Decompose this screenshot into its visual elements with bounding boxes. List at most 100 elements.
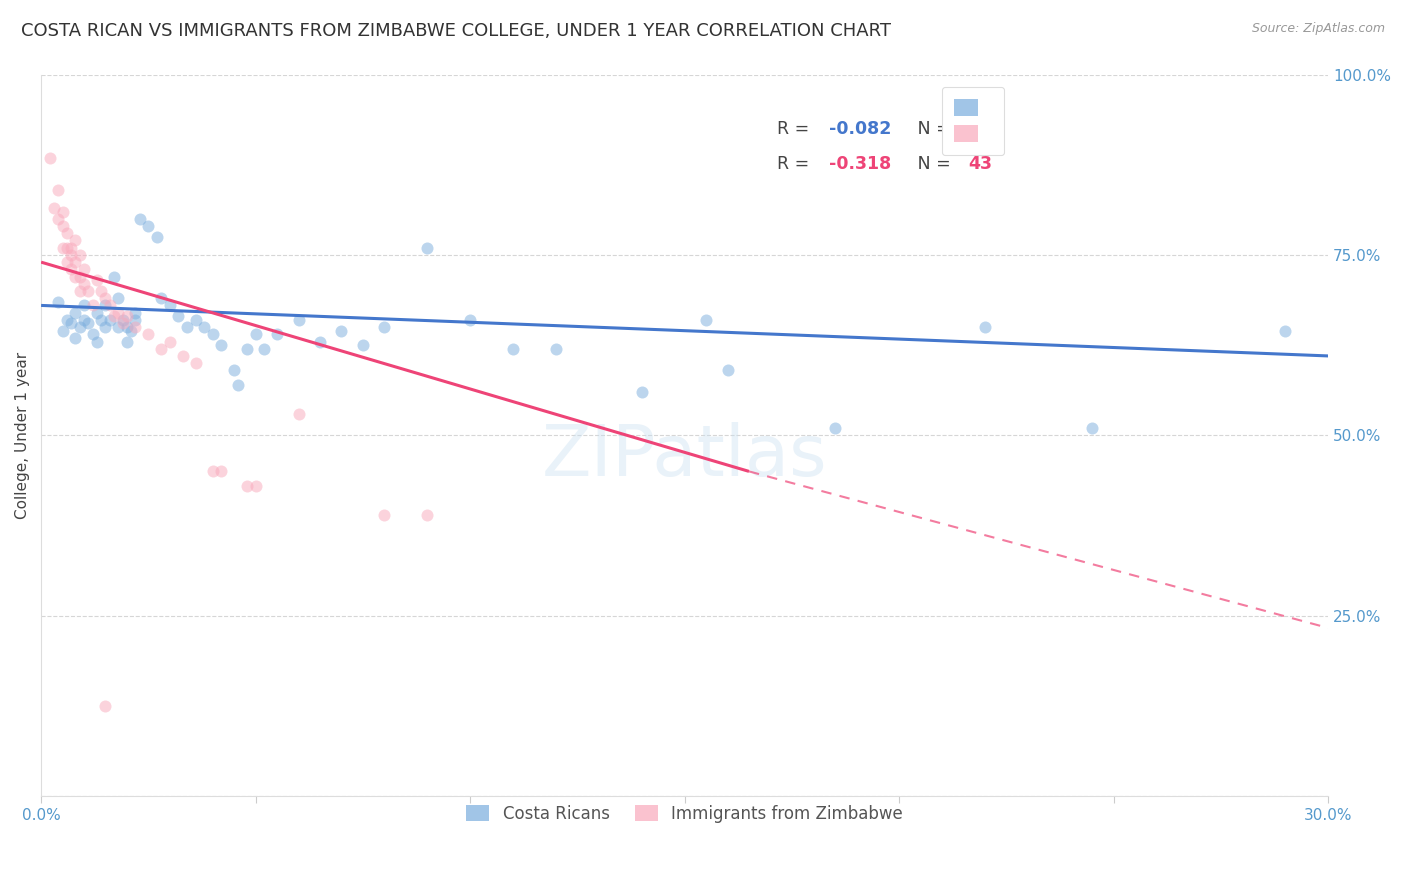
Point (373, 508, 395, 522)
Point (82, 327, 104, 342)
Point (38, 151, 60, 165)
Point (56, 255, 79, 269)
Point (115, 334, 138, 349)
Point (90, 313, 112, 327)
Point (86, 273, 108, 287)
Text: 43: 43 (967, 155, 991, 173)
Point (46, 183, 69, 197)
Point (253, 342, 276, 356)
Point (201, 327, 224, 342)
Point (287, 407, 309, 421)
Point (73, 277, 96, 291)
Point (309, 334, 332, 349)
Point (69, 269, 91, 284)
Point (86, 305, 108, 319)
Point (150, 342, 173, 356)
Point (65, 255, 87, 269)
Point (245, 327, 267, 342)
Point (115, 310, 138, 324)
Point (120, 324, 142, 338)
Point (330, 324, 353, 338)
Point (184, 356, 207, 370)
Point (124, 313, 146, 327)
Point (56, 241, 79, 255)
Point (111, 313, 134, 327)
Point (103, 269, 125, 284)
Text: R =: R = (778, 120, 815, 138)
Point (176, 320, 198, 334)
Point (209, 338, 232, 352)
Point (373, 320, 395, 334)
Point (352, 338, 374, 352)
Point (56, 313, 79, 327)
Point (150, 291, 173, 305)
Point (228, 377, 250, 392)
Point (266, 327, 288, 342)
Point (73, 298, 96, 312)
Point (245, 479, 267, 493)
Point (146, 230, 169, 244)
Point (544, 342, 567, 356)
Point (82, 298, 104, 312)
Point (56, 227, 79, 241)
Text: ZIPatlas: ZIPatlas (541, 423, 828, 491)
Point (94, 291, 117, 305)
Point (51, 219, 73, 233)
Point (695, 313, 717, 327)
Point (51, 324, 73, 338)
Point (209, 464, 232, 478)
Point (416, 241, 439, 255)
Point (65, 234, 87, 248)
Point (65, 305, 87, 319)
Point (128, 211, 150, 226)
Point (42, 201, 65, 215)
Point (73, 262, 96, 277)
Point (167, 310, 190, 324)
Point (1081, 421, 1104, 435)
Point (77, 317, 100, 331)
Point (716, 363, 738, 377)
Point (138, 219, 160, 233)
Point (103, 310, 125, 324)
Text: -0.318: -0.318 (828, 155, 891, 173)
Point (1274, 324, 1296, 338)
Point (107, 320, 129, 334)
Point (46, 294, 69, 309)
Point (115, 320, 138, 334)
Point (65, 269, 87, 284)
Point (69, 320, 91, 334)
Point (124, 320, 146, 334)
Point (94, 298, 117, 312)
Point (824, 421, 846, 435)
Point (94, 320, 117, 334)
Point (46, 211, 69, 226)
Point (111, 317, 134, 331)
Text: -0.082: -0.082 (828, 120, 891, 138)
Point (224, 363, 246, 377)
Legend: Costa Ricans, Immigrants from Zimbabwe: Costa Ricans, Immigrants from Zimbabwe (454, 793, 915, 835)
Point (107, 291, 129, 305)
Point (69, 248, 91, 262)
Point (60, 241, 83, 255)
Point (124, 305, 146, 319)
Point (287, 313, 309, 327)
Point (184, 313, 207, 327)
Text: Source: ZipAtlas.com: Source: ZipAtlas.com (1251, 22, 1385, 36)
Text: R =: R = (778, 155, 815, 173)
Point (630, 384, 652, 399)
Point (107, 305, 129, 319)
Point (51, 241, 73, 255)
Point (502, 342, 524, 356)
Text: 58: 58 (967, 120, 993, 138)
Point (98, 313, 121, 327)
Text: COSTA RICAN VS IMMIGRANTS FROM ZIMBABWE COLLEGE, UNDER 1 YEAR CORRELATION CHART: COSTA RICAN VS IMMIGRANTS FROM ZIMBABWE … (21, 22, 891, 40)
Point (159, 334, 181, 349)
Point (159, 298, 181, 312)
Point (458, 313, 481, 327)
Point (86, 334, 108, 349)
Point (416, 508, 439, 522)
Point (77, 284, 100, 298)
Point (201, 464, 224, 478)
Point (69, 284, 91, 298)
Point (94, 698, 117, 713)
